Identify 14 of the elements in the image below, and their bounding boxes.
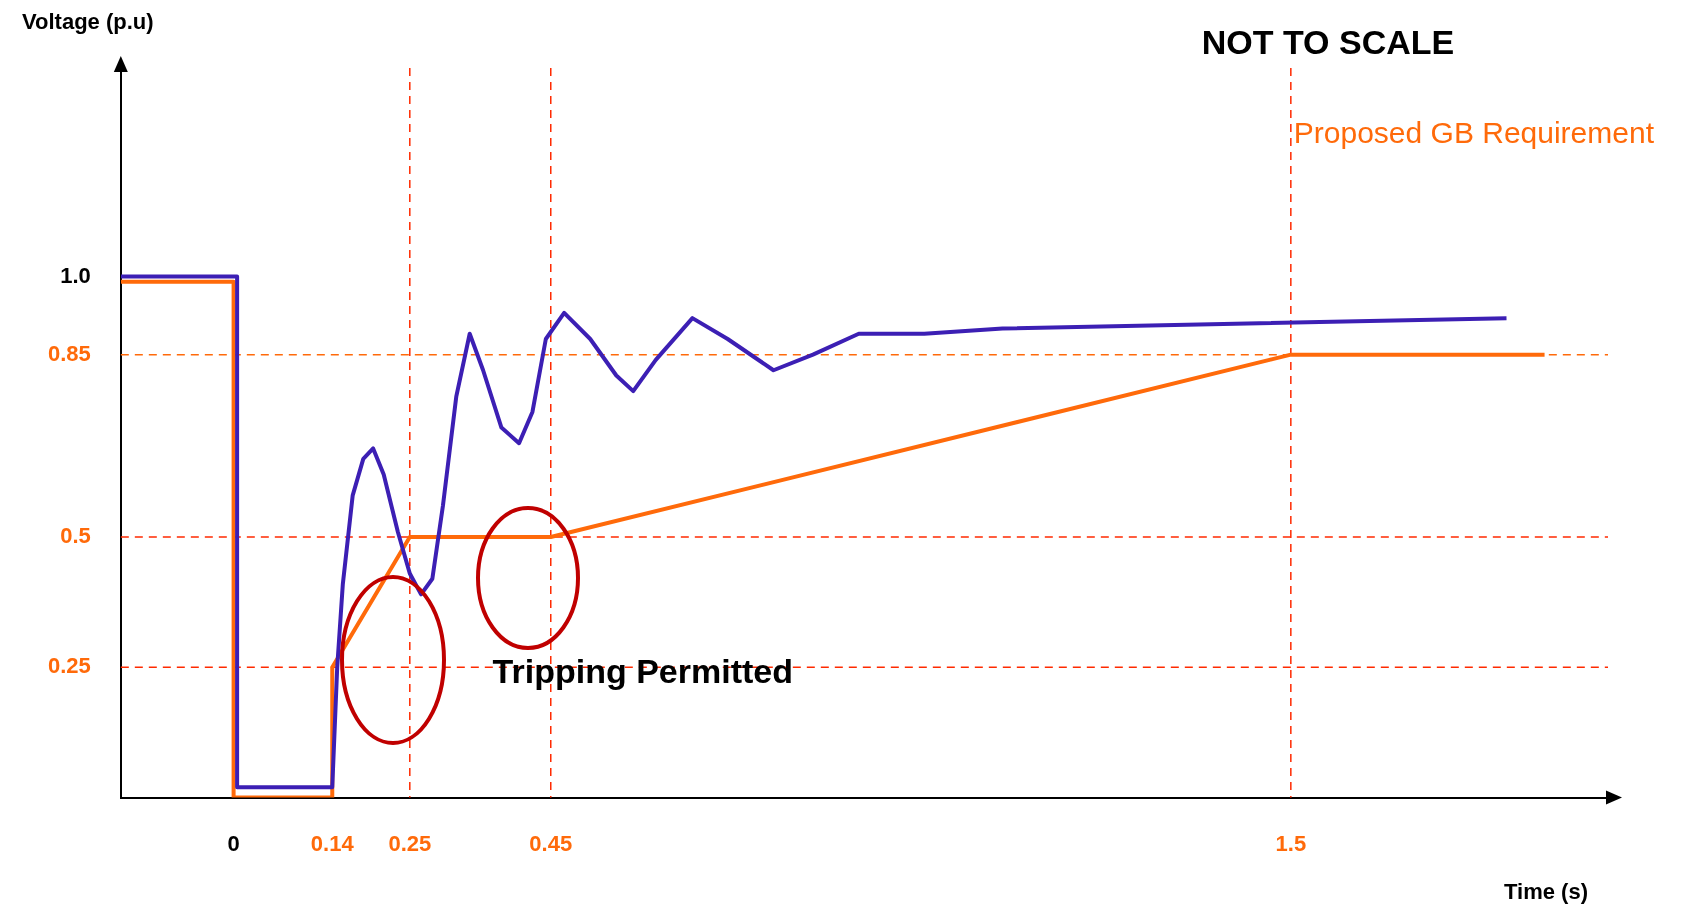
x-tick-label: 0 [227,830,240,856]
x-tick-label: 0.25 [388,830,432,856]
x-tick-label: 0.14 [310,830,355,856]
x-tick-label: 1.5 [1275,830,1307,856]
text: NOT TO SCALE [1201,23,1455,62]
y-axis-title: Voltage (p.u) [22,9,154,35]
text: Proposed GB Requirement [1293,116,1654,150]
y-tick-label: 0.85 [47,340,91,366]
x-tick-label: 0.45 [529,830,573,856]
y-tick-label: 1.0 [60,262,91,288]
annotation: Tripping Permitted [492,651,793,690]
y-tick-label: 0.5 [60,523,91,549]
x-axis-title: Time (s) [1504,879,1588,905]
y-tick-label: 0.25 [47,653,91,679]
